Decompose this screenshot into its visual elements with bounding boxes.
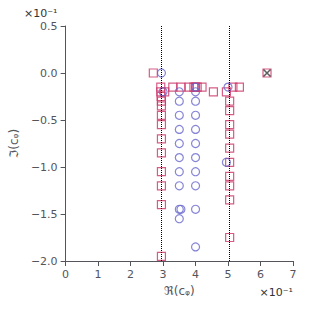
svg-text:4: 4 <box>192 268 199 281</box>
svg-text:−0.5: −0.5 <box>31 114 58 127</box>
svg-text:7: 7 <box>290 268 297 281</box>
svg-text:ℑ(cᵩ): ℑ(cᵩ) <box>7 129 21 158</box>
svg-text:6: 6 <box>257 268 264 281</box>
svg-text:0.5: 0.5 <box>40 20 58 33</box>
svg-text:×10⁻¹: ×10⁻¹ <box>260 286 293 299</box>
svg-text:−1.0: −1.0 <box>31 161 58 174</box>
svg-text:3: 3 <box>160 268 167 281</box>
svg-text:ℜ(cᵩ): ℜ(cᵩ) <box>164 284 195 298</box>
svg-text:0.0: 0.0 <box>40 67 58 80</box>
svg-text:−2.0: −2.0 <box>31 255 58 268</box>
svg-text:×10⁻¹: ×10⁻¹ <box>24 7 57 20</box>
svg-text:−1.5: −1.5 <box>31 208 58 221</box>
svg-text:0: 0 <box>62 268 69 281</box>
svg-text:1: 1 <box>95 268 102 281</box>
svg-text:2: 2 <box>127 268 134 281</box>
svg-text:5: 5 <box>225 268 232 281</box>
